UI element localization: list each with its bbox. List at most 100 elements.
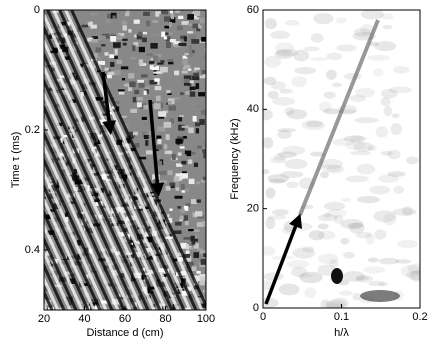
image-texture: [159, 180, 168, 184]
image-texture: [292, 247, 316, 259]
image-texture: [143, 104, 149, 110]
image-texture: [183, 262, 187, 267]
image-texture: [142, 31, 148, 35]
image-texture: [265, 187, 276, 199]
image-texture: [356, 276, 370, 281]
image-texture: [381, 88, 398, 99]
image-texture: [169, 10, 174, 14]
image-texture: [277, 151, 297, 158]
image-texture: [167, 101, 172, 105]
image-texture: [263, 280, 273, 291]
image-texture: [79, 199, 85, 202]
image-texture: [61, 240, 70, 243]
image-texture: [68, 16, 75, 20]
image-texture: [193, 162, 198, 168]
image-texture: [89, 163, 95, 170]
image-texture: [105, 246, 114, 249]
image-texture: [174, 195, 181, 199]
image-texture: [185, 203, 191, 207]
image-texture: [183, 215, 189, 221]
image-texture: [183, 205, 189, 211]
image-texture: [355, 274, 373, 283]
image-texture: [88, 212, 92, 216]
image-texture: [202, 221, 206, 227]
image-texture: [81, 116, 85, 122]
image-texture: [153, 179, 157, 184]
image-texture: [59, 245, 65, 251]
image-texture: [155, 95, 161, 102]
image-texture: [379, 13, 394, 20]
image-texture: [143, 179, 148, 182]
image-texture: [193, 275, 201, 282]
image-texture: [179, 218, 183, 222]
image-texture: [125, 150, 129, 154]
image-texture: [184, 150, 192, 157]
image-texture: [304, 287, 317, 298]
image-texture: [139, 103, 147, 109]
image-texture: [142, 37, 147, 43]
image-texture: [81, 24, 89, 28]
image-texture: [96, 143, 103, 150]
image-texture: [121, 115, 127, 118]
image-texture: [137, 79, 145, 83]
image-texture: [121, 78, 126, 81]
image-texture: [90, 12, 98, 16]
image-texture: [91, 38, 99, 43]
image-texture: [178, 42, 187, 47]
image-texture: [159, 66, 168, 73]
arrow: [148, 99, 165, 197]
image-texture: [373, 210, 397, 223]
image-texture: [203, 289, 206, 294]
image-texture: [165, 217, 173, 224]
image-blob: [360, 290, 400, 302]
image-texture: [130, 57, 137, 60]
image-texture: [87, 37, 94, 42]
image-texture: [146, 20, 151, 27]
image-texture: [169, 182, 178, 187]
image-texture: [199, 280, 206, 286]
image-texture: [195, 211, 203, 217]
image-texture: [138, 31, 143, 36]
image-texture: [367, 55, 390, 61]
image-texture: [88, 61, 96, 66]
image-texture: [287, 259, 310, 269]
image-texture: [279, 88, 293, 94]
image-texture: [92, 172, 100, 176]
image-texture: [129, 239, 135, 246]
image-texture: [179, 115, 184, 118]
image-texture: [363, 266, 386, 274]
image-texture: [156, 135, 162, 140]
image-texture: [194, 67, 200, 71]
image-texture: [48, 87, 54, 91]
image-texture: [353, 141, 374, 152]
image-texture: [201, 36, 206, 42]
image-texture: [186, 52, 194, 58]
image-texture: [143, 272, 150, 276]
image-texture: [124, 177, 132, 182]
image-texture: [165, 134, 170, 140]
image-texture: [317, 214, 338, 222]
image-texture: [46, 250, 51, 256]
image-texture: [202, 176, 206, 181]
image-texture: [286, 109, 308, 120]
image-stripe: [69, 10, 206, 310]
image-texture: [183, 64, 191, 69]
image-texture: [185, 107, 194, 114]
image-texture: [175, 181, 179, 188]
image-texture: [182, 58, 188, 65]
image-texture: [189, 247, 194, 250]
image-texture: [322, 212, 332, 218]
image-texture: [392, 208, 417, 216]
image-texture: [191, 199, 198, 205]
image-texture: [267, 174, 290, 183]
image-texture: [158, 247, 163, 252]
image-texture: [50, 143, 57, 148]
image-texture: [128, 103, 136, 108]
image-texture: [198, 25, 202, 29]
image-stripe: [44, 288, 54, 310]
y-tick-label: 0: [253, 302, 259, 314]
image-texture: [407, 263, 420, 275]
image-texture: [294, 66, 317, 75]
image-texture: [163, 290, 172, 297]
